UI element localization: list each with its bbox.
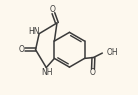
Text: O: O — [90, 68, 96, 77]
Text: NH: NH — [41, 68, 52, 77]
Text: HN: HN — [28, 27, 40, 36]
Text: OH: OH — [107, 48, 118, 57]
Text: O: O — [50, 5, 55, 14]
Text: O: O — [18, 45, 24, 54]
